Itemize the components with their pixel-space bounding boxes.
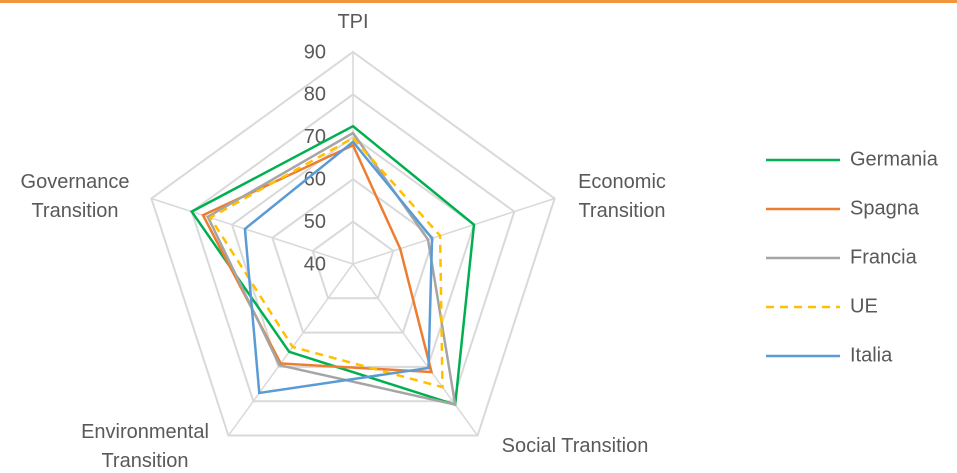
y-tick-label: 60 [304,168,326,190]
spoke [352,197,555,265]
legend-label: UE [850,295,878,317]
series-line [206,131,457,407]
legend-label: Germania [850,148,939,170]
grid-ring [150,50,556,437]
category-label: Economic Transition [578,171,666,222]
legend-label: Italia [850,344,893,366]
spoke [151,197,354,265]
y-tick-label: 80 [304,84,326,106]
series-line [189,124,476,407]
spoke [227,263,354,436]
category-label: Environmental Transition [81,421,209,472]
series-line [208,136,444,389]
category-label: TPI [337,11,369,33]
y-tick-label: 90 [304,41,326,63]
grid-ring [311,220,395,300]
y-tick-label: 70 [304,126,326,148]
y-tick-label: 40 [304,253,326,275]
category-label: Social Transition [501,435,649,457]
category-label: Governance Transition [20,171,130,222]
series-line [243,140,434,395]
series-line [201,143,434,374]
top-bar [0,0,957,3]
legend-label: Francia [850,246,918,268]
spoke [352,263,479,436]
legend-label: Spagna [850,197,920,219]
y-tick-label: 50 [304,211,326,233]
grid-ring [190,93,516,403]
